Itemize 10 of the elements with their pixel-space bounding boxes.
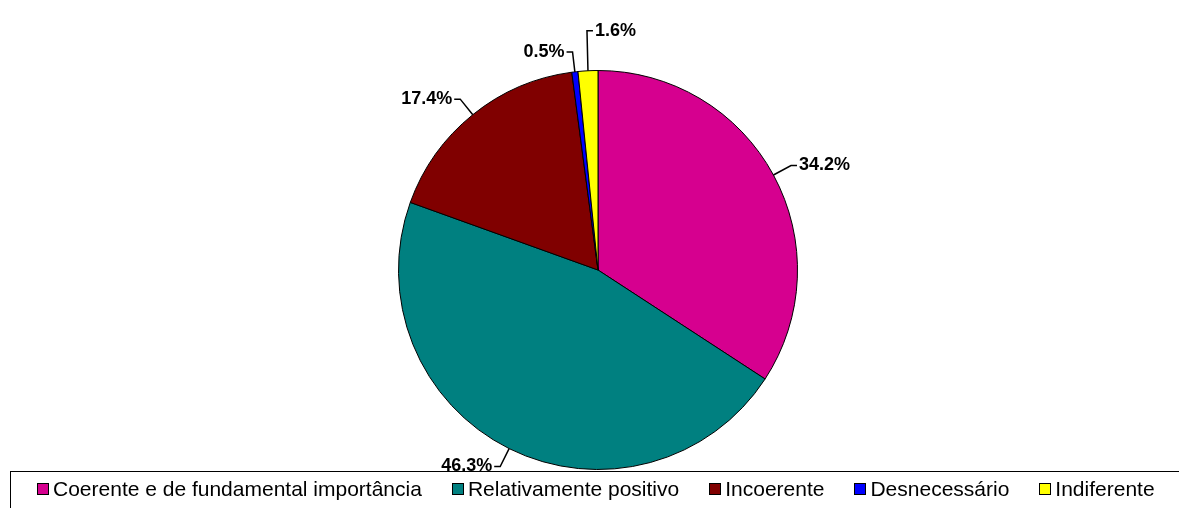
data-label: 1.6% (594, 19, 636, 40)
legend-label: Coerente e de fundamental importância (53, 477, 422, 501)
legend-label: Incoerente (725, 477, 825, 501)
legend-label: Desnecessário (870, 477, 1010, 501)
data-label: 17.4% (401, 88, 453, 109)
legend-label: Relativamente positivo (467, 477, 680, 501)
legend-label: Indiferente (1055, 477, 1155, 501)
data-label: 0.5% (523, 40, 565, 61)
data-label: 46.3% (441, 455, 493, 476)
data-label: 34.2% (799, 154, 851, 175)
